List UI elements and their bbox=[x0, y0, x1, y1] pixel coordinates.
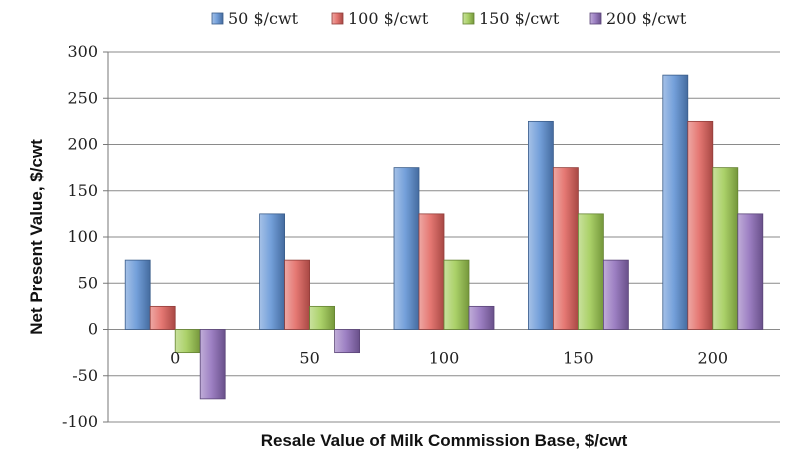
bar bbox=[124, 259, 151, 330]
y-tick-label: 0 bbox=[88, 320, 98, 339]
bar bbox=[603, 259, 629, 330]
y-tick-label: 150 bbox=[67, 181, 98, 200]
bar bbox=[334, 329, 361, 354]
x-tick-label: 150 bbox=[563, 349, 594, 368]
y-tick-label: -50 bbox=[72, 366, 98, 385]
legend-label: 200 $/cwt bbox=[606, 9, 687, 28]
legend-label: 100 $/cwt bbox=[348, 9, 429, 28]
bar bbox=[737, 213, 764, 330]
bar bbox=[149, 305, 176, 330]
bar bbox=[712, 167, 739, 330]
x-tick-label: 0 bbox=[170, 349, 180, 368]
legend-label: 150 $/cwt bbox=[479, 9, 560, 28]
bar bbox=[553, 167, 579, 330]
legend-swatch bbox=[589, 12, 602, 25]
bar bbox=[443, 259, 470, 330]
x-tick-label: 200 bbox=[698, 349, 729, 368]
bar bbox=[418, 213, 445, 330]
bars bbox=[124, 74, 764, 400]
bar bbox=[309, 305, 336, 330]
y-axis-title: Net Present Value, $/cwt bbox=[27, 139, 46, 335]
bar bbox=[662, 74, 689, 330]
legend-swatch bbox=[211, 12, 224, 25]
legend-swatch bbox=[462, 12, 475, 25]
bar bbox=[687, 120, 714, 330]
y-tick-label: 250 bbox=[67, 88, 98, 107]
x-axis-ticks: 0 50 100 150 200 bbox=[170, 349, 728, 368]
bar bbox=[578, 213, 604, 330]
y-tick-label: 50 bbox=[78, 273, 98, 292]
y-axis-ticks: -100 -50 0 50 100 150 200 250 300 bbox=[62, 42, 98, 431]
bar bbox=[259, 213, 286, 330]
y-tick-label: 100 bbox=[67, 227, 98, 246]
bar bbox=[528, 120, 554, 330]
x-axis-title: Resale Value of Milk Commission Base, $/… bbox=[261, 431, 628, 450]
legend-label: 50 $/cwt bbox=[228, 9, 299, 28]
y-tick-label: -100 bbox=[62, 412, 98, 431]
y-tick-label: 300 bbox=[67, 42, 98, 61]
x-tick-label: 50 bbox=[299, 349, 319, 368]
bar bbox=[393, 167, 420, 330]
bar bbox=[468, 305, 495, 330]
legend: 50 $/cwt 100 $/cwt 150 $/cwt 200 $/cwt bbox=[211, 9, 687, 28]
legend-swatch bbox=[331, 12, 344, 25]
bar bbox=[199, 329, 226, 400]
bar bbox=[284, 259, 311, 330]
x-tick-label: 100 bbox=[429, 349, 460, 368]
y-tick-label: 200 bbox=[67, 135, 98, 154]
